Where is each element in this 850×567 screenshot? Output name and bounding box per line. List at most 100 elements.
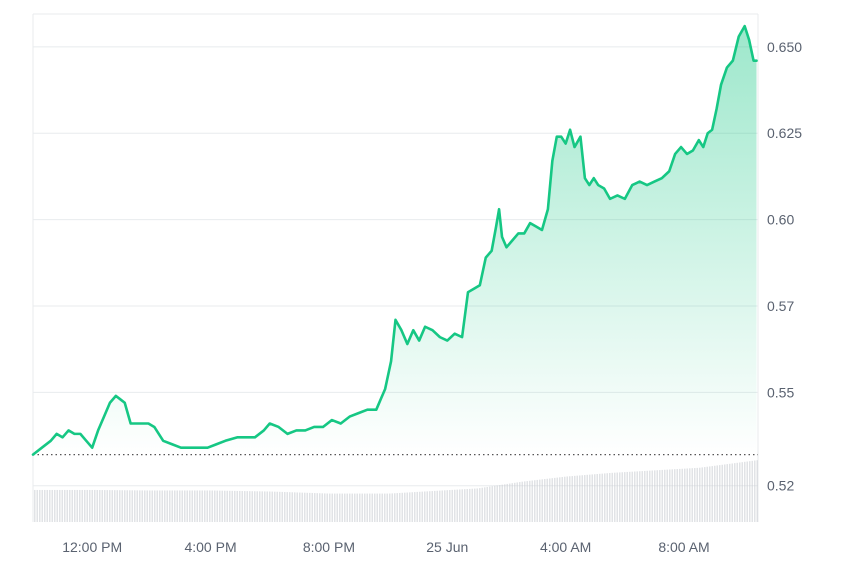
volume-bar <box>146 490 148 522</box>
volume-bar <box>134 490 136 522</box>
volume-bar <box>479 488 481 522</box>
volume-bar <box>506 483 508 522</box>
volume-bar <box>514 482 516 522</box>
volume-bar <box>191 490 193 522</box>
volume-bar <box>221 490 223 522</box>
volume-bar <box>151 490 153 522</box>
volume-bar <box>421 491 423 522</box>
volume-bar <box>344 493 346 522</box>
x-tick-label: 25 Jun <box>426 539 468 555</box>
volume-bar <box>249 491 251 522</box>
volume-bar <box>189 490 191 522</box>
volume-bar <box>431 491 433 522</box>
volume-bar <box>416 491 418 522</box>
volume-bar <box>396 493 398 522</box>
volume-bar <box>491 486 493 522</box>
volume-bar <box>359 493 361 522</box>
volume-bar <box>719 465 721 522</box>
volume-bar <box>656 470 658 522</box>
volume-bar <box>564 476 566 522</box>
volume-bar <box>166 490 168 522</box>
volume-bar <box>674 469 676 522</box>
volume-bar <box>584 475 586 522</box>
volume-bar <box>731 463 733 522</box>
volume-bar <box>209 490 211 522</box>
volume-bar <box>669 469 671 522</box>
volume-bar <box>461 489 463 522</box>
volume-bar <box>406 492 408 522</box>
volume-bar <box>56 489 58 522</box>
volume-bar <box>619 472 621 522</box>
volume-bar <box>659 470 661 522</box>
volume-bar <box>456 489 458 522</box>
volume-bar <box>474 488 476 522</box>
volume-bar <box>91 489 93 522</box>
y-tick-label: 0.625 <box>767 125 802 141</box>
volume-bar <box>296 492 298 522</box>
x-axis: 12:00 PM 4:00 PM 8:00 PM 25 Jun 4:00 AM 8:00 … <box>62 539 709 555</box>
volume-bar <box>306 492 308 522</box>
volume-bar <box>741 462 743 522</box>
volume-bar <box>281 491 283 522</box>
volume-bar <box>539 479 541 522</box>
volume-bar <box>409 492 411 522</box>
volume-bar <box>389 493 391 522</box>
price-line <box>31 24 758 456</box>
volume-bar <box>346 493 348 522</box>
y-tick-label: 0.55 <box>767 384 794 400</box>
volume-bar <box>226 490 228 522</box>
volume-bar <box>129 490 131 522</box>
volume-bar <box>81 489 83 522</box>
volume-bar <box>521 481 523 522</box>
volume-bar <box>579 475 581 522</box>
volume-bar <box>49 489 51 522</box>
volume-bar <box>311 492 313 522</box>
volume-bar <box>496 485 498 522</box>
volume-bar <box>684 468 686 522</box>
volume-bar <box>341 493 343 522</box>
volume-bar <box>304 492 306 522</box>
volume-bar <box>481 487 483 522</box>
volume-bar <box>154 490 156 522</box>
volume-bar <box>586 474 588 522</box>
volume-bar <box>381 493 383 522</box>
volume-bar <box>541 479 543 522</box>
price-area <box>33 26 757 455</box>
volume-bar <box>574 475 576 522</box>
volume-bar <box>689 468 691 522</box>
volume-bar <box>351 493 353 522</box>
volume-bar <box>519 482 521 522</box>
volume-bar <box>44 489 46 522</box>
volume-bar <box>549 478 551 522</box>
volume-bar <box>701 467 703 522</box>
volume-bar <box>349 493 351 522</box>
volume-bar <box>164 490 166 522</box>
volume-bar <box>559 477 561 522</box>
volume-bar <box>136 490 138 522</box>
volume-bar <box>34 489 36 522</box>
volume-bar <box>604 473 606 522</box>
volume-bar <box>666 469 668 522</box>
volume-bar <box>649 470 651 522</box>
volume-bar <box>264 491 266 522</box>
volume-bar <box>54 489 56 522</box>
volume-bar <box>159 490 161 522</box>
volume-bar <box>739 462 741 522</box>
volume-bar <box>754 460 756 522</box>
volume-bar <box>196 490 198 522</box>
volume-bar <box>379 493 381 522</box>
volume-bar <box>279 491 281 522</box>
volume-bar <box>289 492 291 522</box>
volume-bar <box>181 490 183 522</box>
volume-bar <box>664 469 666 522</box>
volume-bar <box>569 476 571 522</box>
volume-bar <box>441 490 443 522</box>
volume-bar <box>626 471 628 522</box>
volume-bar <box>259 491 261 522</box>
volume-bar <box>489 486 491 522</box>
volume-bar <box>366 493 368 522</box>
volume-bar <box>274 491 276 522</box>
volume-bar <box>334 493 336 522</box>
volume-bar <box>486 486 488 522</box>
volume-bar <box>726 464 728 522</box>
